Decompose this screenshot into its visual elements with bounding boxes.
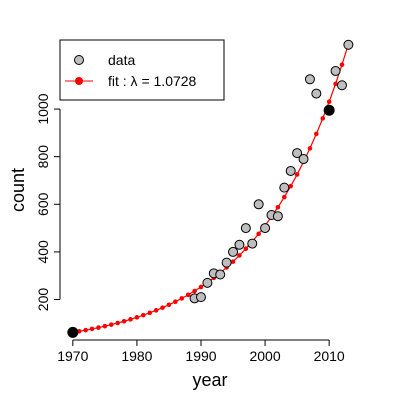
fit-point (108, 322, 114, 327)
fit-point (326, 99, 332, 105)
y-tick-label: 400 (35, 240, 51, 264)
data-series (67, 39, 354, 338)
x-axis-title: year (192, 370, 227, 390)
fit-point (141, 312, 146, 318)
data-point (234, 239, 245, 250)
highlighted-points (67, 104, 335, 338)
data-point (195, 292, 206, 303)
legend-fit-marker (75, 77, 83, 85)
data-point (330, 65, 341, 76)
fit-point (243, 246, 249, 252)
highlighted-point (323, 104, 335, 116)
data-point (285, 165, 296, 176)
data-point (221, 257, 232, 268)
fit-point (333, 81, 338, 87)
data-point (304, 74, 315, 85)
y-tick-label: 1000 (35, 93, 51, 124)
fit-point (89, 326, 95, 332)
legend-data-marker (74, 55, 84, 65)
x-tick-label: 2000 (249, 348, 280, 364)
data-point (279, 182, 290, 193)
x-tick-label: 1990 (185, 348, 216, 364)
fit-point (192, 288, 197, 294)
fit-point (102, 323, 108, 329)
data-point (298, 154, 309, 165)
fit-point (179, 296, 185, 301)
fit-point (307, 146, 313, 151)
fit-point (147, 310, 153, 316)
data-point (247, 238, 258, 249)
fit-point (256, 231, 261, 237)
fit-point (83, 327, 88, 333)
legend: data fit : λ = 1.0728 (59, 39, 225, 101)
x-tick-label: 2010 (314, 348, 345, 364)
data-point (215, 269, 226, 280)
data-point (228, 246, 239, 257)
data-point (336, 80, 347, 91)
y-tick-label: 800 (35, 145, 51, 169)
data-point (260, 223, 271, 234)
data-point (311, 88, 322, 99)
data-point (202, 277, 213, 288)
legend-fit-label: fit : λ = 1.0728 (108, 73, 197, 89)
y-tick-label: 600 (35, 192, 51, 216)
fit-point (185, 292, 191, 298)
data-point (343, 39, 354, 50)
highlighted-point (67, 326, 79, 338)
fit-point (96, 325, 101, 330)
fit-point (288, 183, 294, 189)
y-axis-title: count (8, 168, 28, 212)
fit-point (339, 62, 345, 68)
fit-point (230, 259, 236, 264)
fit-point (134, 315, 140, 320)
axes: 1970 1980 1990 2000 2010 200 400 600 800 1000 (35, 93, 345, 364)
fit-point (320, 116, 326, 121)
legend-box (59, 39, 225, 101)
data-point (240, 223, 251, 234)
x-tick-label: 1980 (121, 348, 152, 364)
x-tick-label: 1970 (57, 348, 88, 364)
fit-point (153, 308, 159, 313)
fit-point (198, 284, 204, 290)
fit-point (237, 253, 242, 258)
fit-point (115, 320, 120, 326)
fit-point (121, 318, 127, 324)
data-point (253, 199, 264, 210)
fit-point (282, 194, 287, 200)
data-point (272, 211, 283, 222)
y-tick-label: 200 (35, 288, 51, 312)
fit-point (128, 317, 133, 322)
fit-point (166, 302, 172, 308)
fit-point (173, 299, 178, 305)
data-point (292, 148, 303, 159)
fit-point (294, 172, 300, 177)
legend-data-label: data (108, 52, 135, 68)
fit-point (275, 204, 281, 210)
fit-point (314, 131, 319, 137)
fit-point (160, 305, 165, 310)
